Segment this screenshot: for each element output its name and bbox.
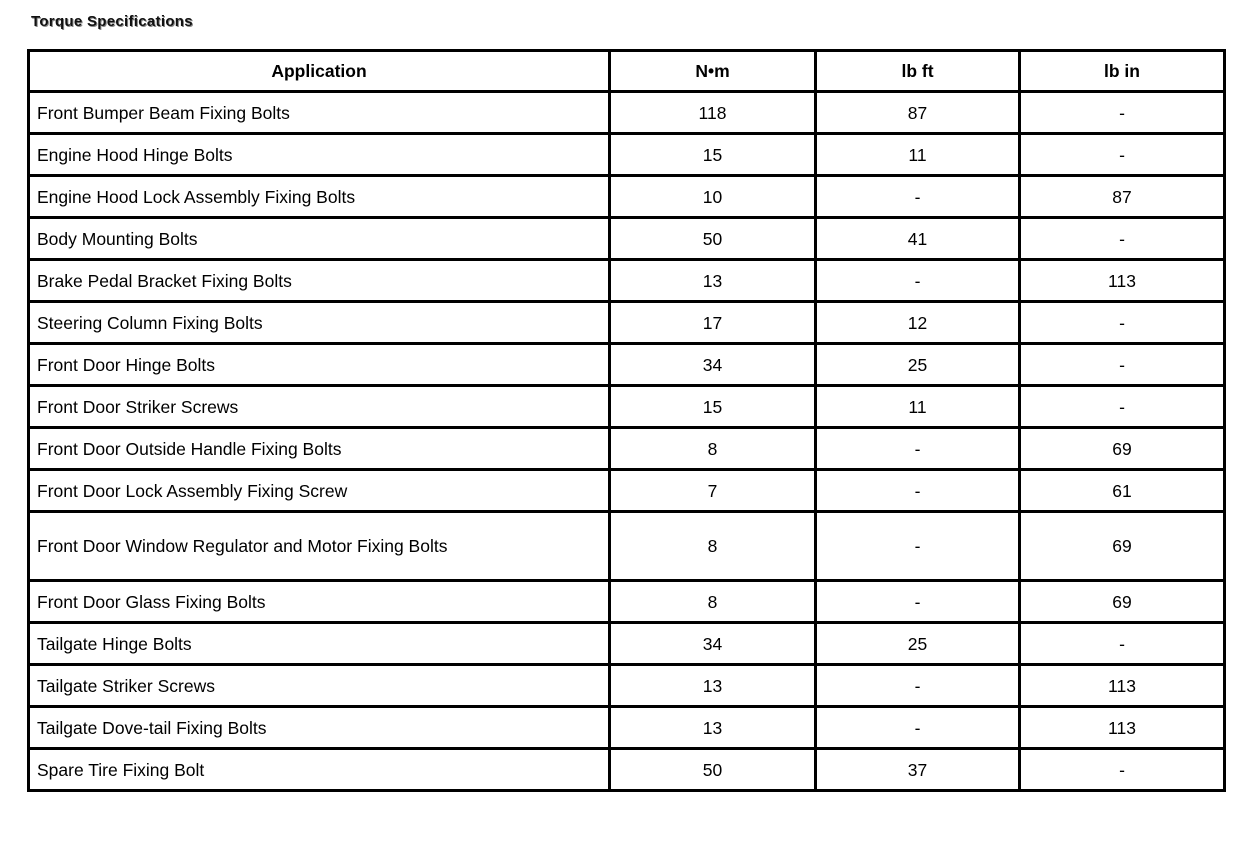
nm-cell: 34: [608, 342, 817, 387]
application-cell: Engine Hood Hinge Bolts: [27, 132, 611, 177]
lbft-cell: 37: [814, 747, 1021, 792]
nm-cell: 15: [608, 384, 817, 429]
lbin-cell: -: [1018, 90, 1226, 135]
nm-cell: 118: [608, 90, 817, 135]
nm-cell: 15: [608, 132, 817, 177]
application-cell: Front Door Hinge Bolts: [27, 342, 611, 387]
table-row: Steering Column Fixing Bolts 17 12-: [27, 300, 1226, 345]
header-lbin: lb in: [1018, 49, 1226, 93]
header-application: Application: [27, 49, 611, 93]
lbft-cell: -: [814, 258, 1021, 303]
nm-cell: 8: [608, 579, 817, 624]
nm-cell: 8: [608, 510, 817, 582]
nm-cell: 50: [608, 216, 817, 261]
table-row: Engine Hood Hinge Bolts 15 11-: [27, 132, 1226, 177]
lbin-cell: 113: [1018, 258, 1226, 303]
lbft-cell: 25: [814, 621, 1021, 666]
lbft-cell: -: [814, 663, 1021, 708]
application-cell: Front Door Outside Handle Fixing Bolts: [27, 426, 611, 471]
application-cell: Front Door Striker Screws: [27, 384, 611, 429]
table-row: Body Mounting Bolts 50 41-: [27, 216, 1226, 261]
table-row: Tailgate Hinge Bolts 34 25-: [27, 621, 1226, 666]
nm-cell: 50: [608, 747, 817, 792]
header-row: Application N•m lb ft lb in: [27, 49, 1226, 93]
torque-spec-table: Application N•m lb ft lb in Front Bumper…: [27, 49, 1226, 792]
nm-cell: 13: [608, 663, 817, 708]
lbin-cell: -: [1018, 342, 1226, 387]
application-cell: Steering Column Fixing Bolts: [27, 300, 611, 345]
application-cell: Engine Hood Lock Assembly Fixing Bolts: [27, 174, 611, 219]
nm-cell: 13: [608, 258, 817, 303]
application-cell: Tailgate Hinge Bolts: [27, 621, 611, 666]
header-nm: N•m: [608, 49, 817, 93]
application-cell: Body Mounting Bolts: [27, 216, 611, 261]
nm-cell: 34: [608, 621, 817, 666]
header-lbft: lb ft: [814, 49, 1021, 93]
application-cell: Tailgate Dove-tail Fixing Bolts: [27, 705, 611, 750]
lbin-cell: 113: [1018, 663, 1226, 708]
lbin-cell: 69: [1018, 510, 1226, 582]
table-row: Front Door Lock Assembly Fixing Screw 7-6…: [27, 468, 1226, 513]
lbin-cell: -: [1018, 384, 1226, 429]
table-row: Front Door Outside Handle Fixing Bolts 8-…: [27, 426, 1226, 471]
lbft-cell: 12: [814, 300, 1021, 345]
lbft-cell: -: [814, 705, 1021, 750]
nm-cell: 7: [608, 468, 817, 513]
lbft-cell: 11: [814, 384, 1021, 429]
lbin-cell: 113: [1018, 705, 1226, 750]
lbin-cell: 61: [1018, 468, 1226, 513]
lbft-cell: -: [814, 579, 1021, 624]
table-row: Front Bumper Beam Fixing Bolts 118 87-: [27, 90, 1226, 135]
application-cell: Front Door Lock Assembly Fixing Screw: [27, 468, 611, 513]
table-row: Front Door Glass Fixing Bolts 8-69: [27, 579, 1226, 624]
lbft-cell: 11: [814, 132, 1021, 177]
table-row: Tailgate Dove-tail Fixing Bolts 13-113: [27, 705, 1226, 750]
lbft-cell: -: [814, 174, 1021, 219]
table-row: Brake Pedal Bracket Fixing Bolts 13-113: [27, 258, 1226, 303]
lbin-cell: 87: [1018, 174, 1226, 219]
lbin-cell: 69: [1018, 579, 1226, 624]
table-row: Spare Tire Fixing Bolt 50 37-: [27, 747, 1226, 792]
nm-cell: 10: [608, 174, 817, 219]
lbft-cell: 41: [814, 216, 1021, 261]
application-cell: Front Door Glass Fixing Bolts: [27, 579, 611, 624]
application-cell: Tailgate Striker Screws: [27, 663, 611, 708]
table-row: Front Door Window Regulator and Motor Fi…: [27, 510, 1226, 582]
lbft-cell: -: [814, 510, 1021, 582]
table-row: Front Door Striker Screws 15 11-: [27, 384, 1226, 429]
lbft-cell: 87: [814, 90, 1021, 135]
table-row: Engine Hood Lock Assembly Fixing Bolts 10…: [27, 174, 1226, 219]
lbin-cell: -: [1018, 621, 1226, 666]
nm-cell: 13: [608, 705, 817, 750]
application-cell: Spare Tire Fixing Bolt: [27, 747, 611, 792]
lbin-cell: -: [1018, 216, 1226, 261]
nm-cell: 17: [608, 300, 817, 345]
lbin-cell: 69: [1018, 426, 1226, 471]
table-row: Tailgate Striker Screws 13-113: [27, 663, 1226, 708]
lbft-cell: 25: [814, 342, 1021, 387]
lbin-cell: -: [1018, 300, 1226, 345]
application-cell: Brake Pedal Bracket Fixing Bolts: [27, 258, 611, 303]
application-cell: Front Bumper Beam Fixing Bolts: [27, 90, 611, 135]
lbft-cell: -: [814, 426, 1021, 471]
application-cell: Front Door Window Regulator and Motor Fi…: [27, 510, 611, 582]
nm-cell: 8: [608, 426, 817, 471]
lbft-cell: -: [814, 468, 1021, 513]
table-row: Front Door Hinge Bolts 34 25-: [27, 342, 1226, 387]
page-title: Torque Specifications: [31, 13, 193, 30]
lbin-cell: -: [1018, 132, 1226, 177]
lbin-cell: -: [1018, 747, 1226, 792]
